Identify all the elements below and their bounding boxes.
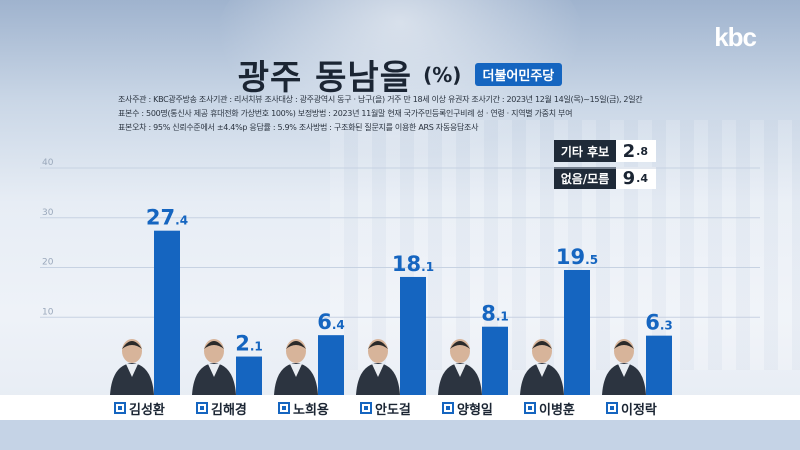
data-label: 27.4 (146, 206, 188, 230)
data-label: 6.4 (317, 310, 345, 334)
name-marker-icon (360, 402, 372, 414)
candidate-name-label: 이정락 (606, 398, 657, 418)
candidate-name-label: 김성환 (114, 398, 165, 418)
side-stat-other-int: 2 (622, 140, 636, 162)
candidate-avatar-icon (438, 339, 482, 395)
bar (236, 356, 262, 395)
name-marker-icon (442, 402, 454, 414)
bar (482, 326, 508, 395)
meta-line-3: 표본오차 : 95% 신뢰수준에서 ±4.4%p 응답률 : 5.9% 조사방법… (118, 123, 479, 132)
data-label: 2.1 (235, 332, 263, 356)
name-marker-icon (278, 402, 290, 414)
side-stat-none-dec: .4 (636, 171, 648, 185)
candidate-avatar-icon (520, 339, 564, 395)
candidate-avatar-icon (192, 339, 236, 395)
title-area: 광주 동남을 (%) 더불어민주당 (0, 50, 800, 99)
data-label: 8.1 (481, 302, 509, 326)
side-stat-other: 기타 후보 2.8 (554, 140, 656, 162)
candidate-name-text: 김해경 (211, 402, 247, 418)
page-title: 광주 동남을 (237, 58, 412, 98)
candidate-name-text: 양형일 (457, 402, 493, 418)
candidate-avatar-icon (110, 339, 154, 395)
name-strip (0, 395, 800, 421)
bar (400, 276, 426, 395)
candidate-name-label: 노희용 (278, 398, 329, 418)
candidate-name-label: 김해경 (196, 398, 247, 418)
candidate-avatar-icon (274, 339, 318, 395)
survey-metadata: 조사주관 : KBC광주방송 조사기관 : 리서치뷰 조사대상 : 광주광역시 … (118, 93, 643, 135)
candidate-name-text: 안도걸 (375, 402, 411, 418)
candidate-avatar-icon (602, 339, 646, 395)
meta-line-2: 표본수 : 500명(통신사 제공 휴대전화 가상번호 100%) 보정방법 :… (118, 109, 573, 118)
side-stat-other-dec: .8 (636, 144, 648, 158)
y-tick-label: 20 (42, 258, 54, 268)
bar (646, 335, 672, 395)
bar (564, 269, 590, 395)
candidate-name-label: 이병훈 (524, 398, 575, 418)
data-label: 6.3 (645, 311, 673, 335)
y-tick-label: 40 (42, 158, 54, 168)
name-marker-icon (524, 402, 536, 414)
data-label: 18.1 (392, 252, 434, 276)
bottom-strip (0, 420, 800, 450)
name-marker-icon (114, 402, 126, 414)
party-badge: 더불어민주당 (474, 63, 563, 86)
meta-line-1: 조사주관 : KBC광주방송 조사기관 : 리서치뷰 조사대상 : 광주광역시 … (118, 95, 643, 104)
candidate-name-text: 이정락 (621, 402, 657, 418)
data-label: 19.5 (556, 245, 598, 269)
candidate-name-text: 노희용 (293, 402, 329, 418)
side-stat-other-value: 2.8 (616, 140, 656, 162)
y-tick-label: 30 (42, 208, 54, 218)
side-stat-none-value: 9.4 (616, 167, 656, 189)
candidate-name-label: 양형일 (442, 398, 493, 418)
name-marker-icon (606, 402, 618, 414)
candidate-name-text: 이병훈 (539, 402, 575, 418)
bar (318, 335, 344, 395)
candidate-avatar-icon (356, 339, 400, 395)
candidate-name-text: 김성환 (129, 402, 165, 418)
y-tick-label: 10 (42, 307, 54, 317)
side-stat-other-label: 기타 후보 (554, 140, 616, 162)
candidate-name-label: 안도걸 (360, 398, 411, 418)
side-stat-none: 없음/모름 9.4 (554, 167, 656, 189)
bar (154, 230, 180, 395)
side-stat-none-int: 9 (622, 167, 636, 189)
side-stat-none-label: 없음/모름 (554, 167, 616, 189)
kbc-logo: kbc (714, 22, 757, 52)
title-unit: (%) (423, 62, 462, 87)
name-marker-icon (196, 402, 208, 414)
